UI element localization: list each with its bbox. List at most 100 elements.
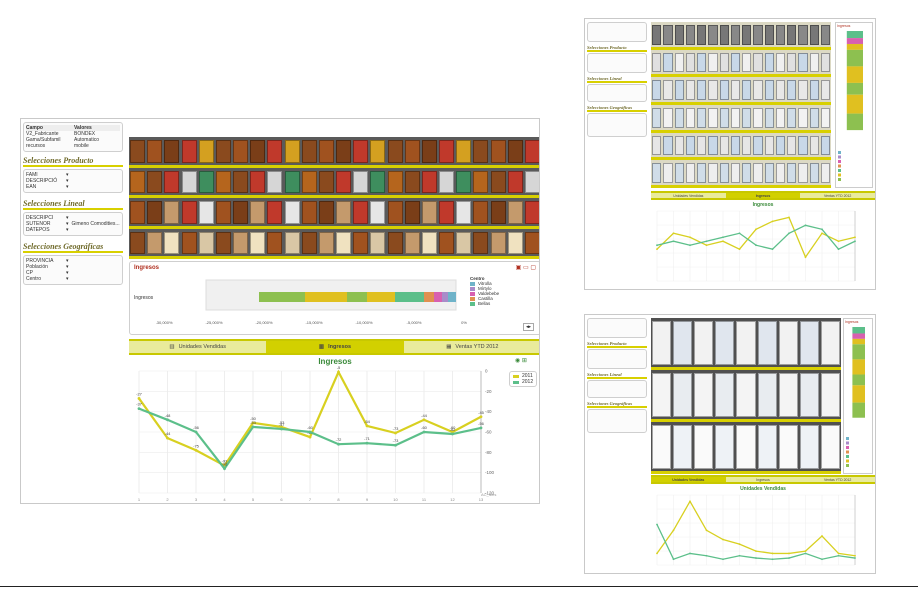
product-item[interactable]	[663, 80, 673, 100]
column-segment[interactable]	[846, 49, 863, 67]
product-item[interactable]	[387, 170, 403, 193]
product-item[interactable]	[421, 231, 437, 254]
tab-ingresos[interactable]: ▥ Ingresos	[266, 341, 404, 353]
data-point[interactable]	[788, 552, 790, 555]
product-item[interactable]	[798, 163, 808, 183]
column-segment[interactable]	[846, 113, 863, 131]
data-point[interactable]	[194, 448, 198, 452]
product-item[interactable]	[775, 163, 785, 183]
data-point[interactable]	[722, 558, 724, 561]
product-item[interactable]	[787, 163, 797, 183]
product-item[interactable]	[490, 170, 506, 193]
product-item[interactable]	[198, 231, 214, 254]
data-point[interactable]	[738, 554, 741, 557]
data-point[interactable]	[788, 232, 790, 235]
column-segment[interactable]	[846, 38, 863, 44]
data-point[interactable]	[365, 441, 369, 445]
product-item[interactable]	[250, 170, 266, 193]
product-item[interactable]	[490, 201, 506, 224]
product-item[interactable]	[708, 135, 718, 156]
product-item[interactable]	[507, 140, 523, 163]
data-point[interactable]	[722, 236, 724, 239]
product-item[interactable]	[673, 321, 693, 365]
data-point[interactable]	[251, 421, 255, 425]
product-item[interactable]	[809, 25, 819, 45]
product-item[interactable]	[708, 108, 718, 128]
product-item[interactable]	[233, 140, 249, 163]
tab-ventas-ytd[interactable]: Ventas YTD 2012	[823, 477, 852, 482]
product-item[interactable]	[215, 140, 231, 163]
data-point[interactable]	[365, 424, 369, 428]
data-point[interactable]	[479, 426, 483, 430]
data-point[interactable]	[689, 236, 691, 239]
product-item[interactable]	[809, 52, 819, 73]
bar-segment[interactable]	[305, 292, 347, 302]
data-point[interactable]	[755, 244, 757, 247]
tab-unidades-vendidas[interactable]: ▥ Unidades Vendidas	[129, 341, 266, 353]
tab-ventas-ytd[interactable]: ▦ Ventas YTD 2012	[404, 341, 539, 353]
bar-segment[interactable]	[448, 292, 456, 302]
product-item[interactable]	[787, 135, 797, 156]
data-point[interactable]	[854, 240, 856, 243]
product-item[interactable]	[421, 170, 437, 193]
product-item[interactable]	[181, 170, 197, 193]
dropdown-icon[interactable]: ▾	[66, 258, 69, 264]
product-item[interactable]	[473, 201, 489, 224]
product-item[interactable]	[685, 108, 695, 128]
product-item[interactable]	[181, 231, 197, 254]
data-point[interactable]	[837, 552, 840, 555]
product-item[interactable]	[524, 170, 539, 193]
product-item[interactable]	[742, 108, 752, 128]
data-point[interactable]	[422, 418, 426, 422]
data-point[interactable]	[451, 430, 454, 434]
product-item[interactable]	[715, 425, 735, 469]
product-item[interactable]	[250, 231, 266, 254]
data-point[interactable]	[788, 557, 790, 559]
product-item[interactable]	[715, 373, 735, 417]
bar-segment[interactable]	[259, 292, 305, 302]
product-item[interactable]	[730, 80, 740, 100]
product-item[interactable]	[301, 140, 317, 163]
product-item[interactable]	[697, 163, 707, 183]
product-item[interactable]	[301, 170, 317, 193]
data-point[interactable]	[451, 432, 454, 436]
product-item[interactable]	[736, 321, 756, 365]
product-item[interactable]	[439, 170, 455, 193]
data-point[interactable]	[672, 529, 675, 532]
product-item[interactable]	[764, 25, 774, 45]
column-segment[interactable]	[852, 333, 865, 339]
product-item[interactable]	[181, 201, 197, 224]
product-item[interactable]	[764, 108, 774, 128]
product-item[interactable]	[198, 201, 214, 224]
product-item[interactable]	[719, 135, 729, 156]
product-item[interactable]	[456, 170, 472, 193]
data-point[interactable]	[854, 236, 856, 239]
product-item[interactable]	[233, 201, 249, 224]
dropdown-icon[interactable]: ▾	[66, 178, 69, 184]
dropdown-icon[interactable]: ▾	[66, 172, 69, 178]
data-point[interactable]	[280, 425, 283, 429]
bar-segment[interactable]	[434, 292, 442, 302]
dropdown-icon[interactable]: ▾	[66, 221, 69, 227]
product-item[interactable]	[652, 425, 672, 469]
product-item[interactable]	[820, 25, 830, 45]
panel-controls-icon[interactable]: ▣ ▭ ▢	[515, 265, 536, 271]
product-item[interactable]	[715, 321, 735, 365]
product-item[interactable]	[778, 425, 798, 469]
product-item[interactable]	[318, 170, 334, 193]
product-item[interactable]	[456, 201, 472, 224]
product-item[interactable]	[775, 25, 785, 45]
data-point[interactable]	[738, 543, 741, 546]
product-item[interactable]	[708, 163, 718, 183]
column-segment[interactable]	[846, 94, 863, 114]
product-item[interactable]	[663, 25, 673, 45]
data-point[interactable]	[672, 558, 675, 561]
product-item[interactable]	[652, 25, 662, 45]
data-point[interactable]	[656, 248, 658, 251]
data-point[interactable]	[137, 397, 141, 400]
selector-row[interactable]: CP ▾	[26, 270, 120, 276]
data-point[interactable]	[771, 558, 774, 561]
product-item[interactable]	[370, 201, 386, 224]
product-item[interactable]	[820, 52, 830, 73]
product-item[interactable]	[753, 25, 763, 45]
